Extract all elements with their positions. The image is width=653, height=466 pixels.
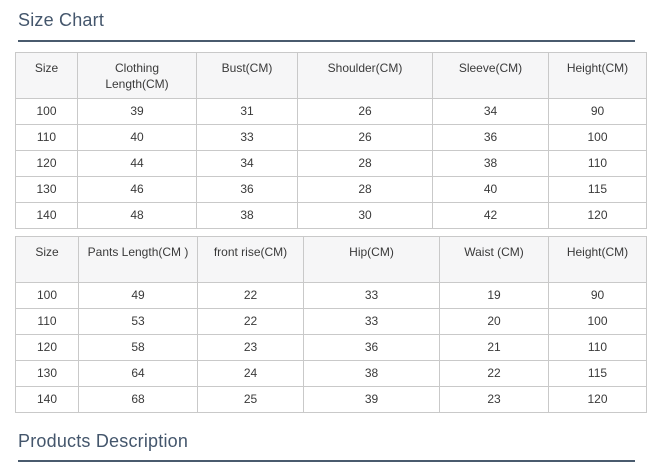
table-cell: 46 bbox=[77, 176, 197, 203]
column-header: Sleeve(CM) bbox=[432, 52, 549, 99]
table-cell: 38 bbox=[303, 360, 440, 387]
table-row: 120 44 34 28 38 110 bbox=[15, 150, 647, 177]
pants-size-table: Size Pants Length(CM ) front rise(CM) Hip(C… bbox=[15, 236, 647, 413]
table-cell: 23 bbox=[439, 386, 549, 413]
column-header: Size bbox=[15, 52, 78, 99]
table-cell: 30 bbox=[297, 202, 433, 229]
table-cell: 22 bbox=[197, 282, 304, 309]
table-cell: 110 bbox=[15, 124, 78, 151]
column-header: Height(CM) bbox=[548, 52, 647, 99]
table-cell: 26 bbox=[297, 98, 433, 125]
column-header: Waist (CM) bbox=[439, 236, 549, 283]
table-cell: 24 bbox=[197, 360, 304, 387]
table-cell: 115 bbox=[548, 360, 647, 387]
column-header: Height(CM) bbox=[548, 236, 647, 283]
table-row: 110 40 33 26 36 100 bbox=[15, 124, 647, 151]
table-cell: 26 bbox=[297, 124, 433, 151]
table-row: 100 39 31 26 34 90 bbox=[15, 98, 647, 125]
table-cell: 44 bbox=[77, 150, 197, 177]
table-cell: 100 bbox=[548, 308, 647, 335]
column-header: Clothing Length(CM) bbox=[77, 52, 197, 99]
table-cell: 120 bbox=[15, 150, 78, 177]
table-cell: 39 bbox=[303, 386, 440, 413]
table-row: 120 58 23 36 21 110 bbox=[15, 334, 647, 361]
table-cell: 90 bbox=[548, 282, 647, 309]
table-cell: 36 bbox=[303, 334, 440, 361]
table-header-row: Size Pants Length(CM ) front rise(CM) Hip(C… bbox=[15, 236, 647, 283]
table-cell: 42 bbox=[432, 202, 549, 229]
table-cell: 28 bbox=[297, 176, 433, 203]
table-cell: 20 bbox=[439, 308, 549, 335]
table-cell: 48 bbox=[77, 202, 197, 229]
column-header: Hip(CM) bbox=[303, 236, 440, 283]
table-row: 130 46 36 28 40 115 bbox=[15, 176, 647, 203]
table-row: 140 68 25 39 23 120 bbox=[15, 386, 647, 413]
table-cell: 36 bbox=[196, 176, 298, 203]
table-cell: 34 bbox=[196, 150, 298, 177]
column-header: Pants Length(CM ) bbox=[78, 236, 198, 283]
table-cell: 120 bbox=[15, 334, 79, 361]
table-cell: 90 bbox=[548, 98, 647, 125]
table-cell: 110 bbox=[548, 150, 647, 177]
size-chart-divider bbox=[18, 40, 635, 42]
table-cell: 130 bbox=[15, 176, 78, 203]
table-cell: 100 bbox=[15, 282, 79, 309]
table-cell: 33 bbox=[303, 282, 440, 309]
table-cell: 120 bbox=[548, 202, 647, 229]
table-row: 110 53 22 33 20 100 bbox=[15, 308, 647, 335]
table-cell: 100 bbox=[15, 98, 78, 125]
table-cell: 140 bbox=[15, 202, 78, 229]
table-cell: 100 bbox=[548, 124, 647, 151]
table-cell: 64 bbox=[78, 360, 198, 387]
table-cell: 140 bbox=[15, 386, 79, 413]
table-cell: 28 bbox=[297, 150, 433, 177]
column-header: front rise(CM) bbox=[197, 236, 304, 283]
size-chart-heading: Size Chart bbox=[18, 10, 105, 30]
table-cell: 39 bbox=[77, 98, 197, 125]
table-cell: 110 bbox=[15, 308, 79, 335]
table-cell: 68 bbox=[78, 386, 198, 413]
table-cell: 23 bbox=[197, 334, 304, 361]
products-description-divider bbox=[18, 460, 635, 462]
table-cell: 40 bbox=[432, 176, 549, 203]
table-cell: 36 bbox=[432, 124, 549, 151]
table-cell: 33 bbox=[196, 124, 298, 151]
table-cell: 21 bbox=[439, 334, 549, 361]
table-cell: 110 bbox=[548, 334, 647, 361]
column-header: Size bbox=[15, 236, 79, 283]
table-cell: 53 bbox=[78, 308, 198, 335]
table-cell: 115 bbox=[548, 176, 647, 203]
table-row: 100 49 22 33 19 90 bbox=[15, 282, 647, 309]
clothing-size-table: Size Clothing Length(CM) Bust(CM) Shoulder(… bbox=[15, 52, 647, 229]
table-cell: 22 bbox=[197, 308, 304, 335]
table-cell: 33 bbox=[303, 308, 440, 335]
table-cell: 25 bbox=[197, 386, 304, 413]
table-cell: 22 bbox=[439, 360, 549, 387]
table-cell: 38 bbox=[196, 202, 298, 229]
table-cell: 34 bbox=[432, 98, 549, 125]
table-row: 140 48 38 30 42 120 bbox=[15, 202, 647, 229]
table-cell: 58 bbox=[78, 334, 198, 361]
table-cell: 38 bbox=[432, 150, 549, 177]
table-cell: 49 bbox=[78, 282, 198, 309]
products-description-heading: Products Description bbox=[18, 431, 189, 451]
table-cell: 19 bbox=[439, 282, 549, 309]
column-header: Shoulder(CM) bbox=[297, 52, 433, 99]
table-cell: 120 bbox=[548, 386, 647, 413]
table-header-row: Size Clothing Length(CM) Bust(CM) Shoulder(… bbox=[15, 52, 647, 99]
table-cell: 31 bbox=[196, 98, 298, 125]
table-cell: 40 bbox=[77, 124, 197, 151]
table-cell: 130 bbox=[15, 360, 79, 387]
table-row: 130 64 24 38 22 115 bbox=[15, 360, 647, 387]
column-header: Bust(CM) bbox=[196, 52, 298, 99]
